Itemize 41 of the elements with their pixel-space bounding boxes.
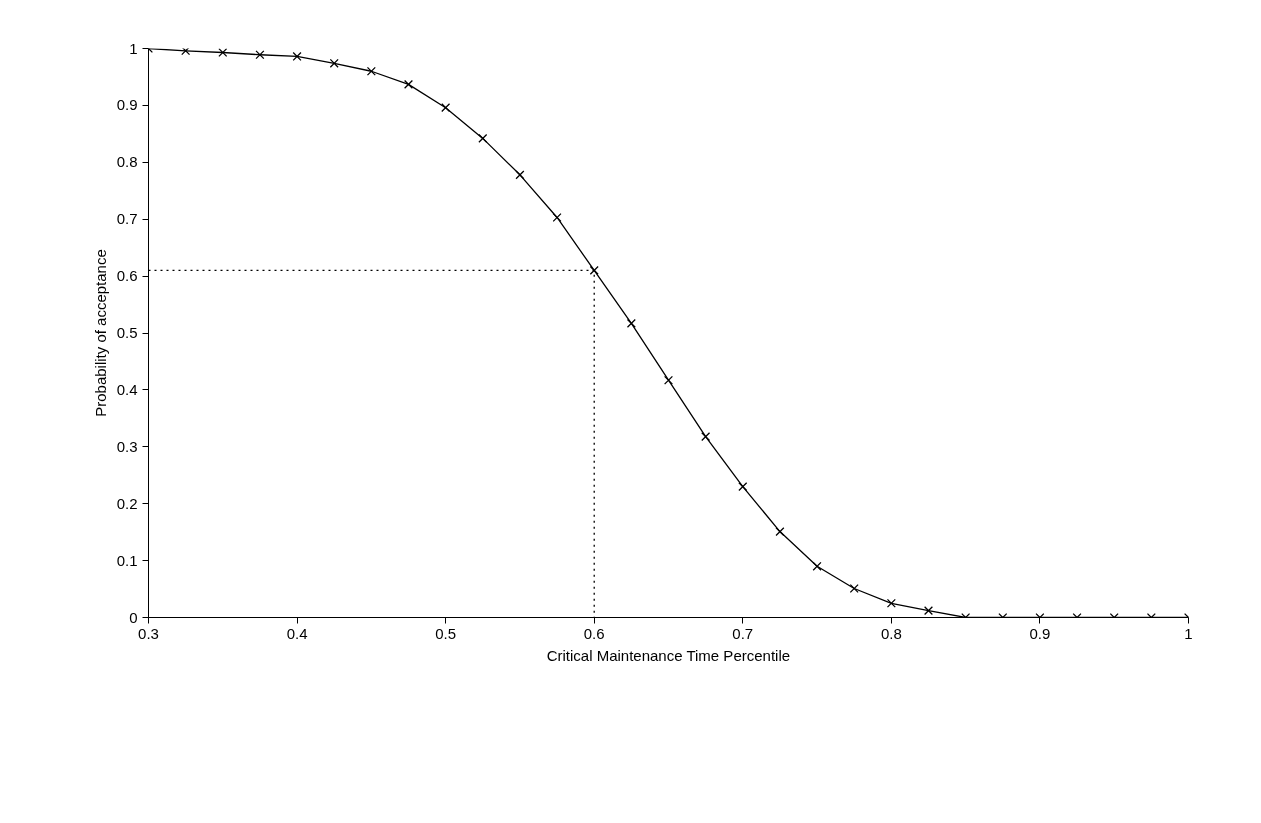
y-tick-label: 0 (129, 608, 138, 626)
point (775, 527, 785, 537)
x-tick-label: 1 (1184, 624, 1193, 642)
point (515, 170, 525, 180)
point (849, 583, 859, 594)
point (886, 598, 896, 608)
point (923, 606, 934, 616)
point (255, 50, 265, 60)
x-tick-label: 0.5 (435, 624, 457, 642)
point (812, 561, 822, 571)
x-tick-label: 0.4 (286, 624, 308, 642)
y-tick-label: 0.8 (116, 153, 138, 171)
x-tick-label: 0.7 (732, 624, 754, 642)
x-tick-label: 0.9 (1029, 624, 1051, 642)
point (663, 375, 674, 385)
point (366, 66, 376, 76)
x-axis-title: Critical Maintenance Time Percentile (546, 646, 791, 664)
point (181, 48, 191, 56)
y-axis-title: Probability of acceptance (91, 249, 109, 417)
y-tick-label: 0.6 (116, 267, 138, 285)
y-tick-label: 0.9 (116, 96, 138, 114)
y-tick-label: 0.7 (116, 210, 138, 228)
y-tick-label: 1 (129, 39, 138, 57)
point (441, 103, 451, 113)
point (738, 482, 748, 492)
y-tick-label: 0.3 (116, 437, 138, 455)
y-tick-label: 0.2 (116, 494, 138, 512)
y-tick-label: 0.4 (116, 380, 138, 398)
point (626, 318, 636, 328)
point (218, 48, 228, 58)
point (589, 265, 599, 275)
point (403, 79, 414, 89)
point (701, 432, 711, 442)
x-tick-label: 0.8 (880, 624, 902, 642)
y-tick-label: 0.5 (116, 324, 138, 341)
point (329, 58, 339, 68)
x-tick-label: 0.6 (583, 624, 605, 642)
point (478, 133, 488, 143)
y-tick-label: 0.1 (116, 551, 138, 569)
point (552, 212, 562, 223)
point (292, 51, 302, 62)
